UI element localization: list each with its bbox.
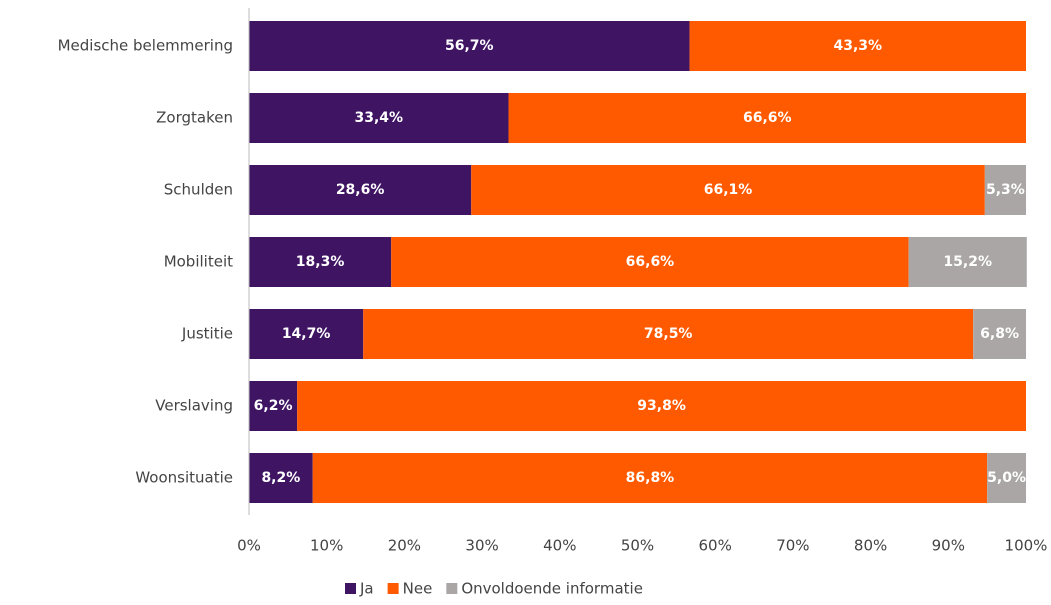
y-tick-label: Medische belemmering — [58, 37, 233, 55]
data-label: 6,8% — [980, 326, 1019, 342]
bar-segment — [391, 237, 909, 287]
x-tick-label: 20% — [388, 537, 421, 555]
y-tick-label: Verslaving — [155, 397, 233, 415]
bar-segment — [249, 165, 472, 215]
x-tick-label: 60% — [699, 537, 732, 555]
data-label: 18,3% — [296, 254, 345, 270]
data-label: 33,4% — [354, 110, 403, 126]
x-tick-label: 0% — [237, 537, 261, 555]
bar-segment — [508, 93, 1026, 143]
x-tick-label: 70% — [776, 537, 809, 555]
legend-swatch — [345, 583, 356, 594]
data-label: 86,8% — [626, 470, 675, 486]
x-tick-label: 100% — [1005, 537, 1048, 555]
bar-segment — [987, 453, 1026, 503]
legend-label: Ja — [359, 580, 374, 598]
y-tick-label: Justitie — [181, 325, 233, 343]
bar-segment — [973, 309, 1026, 359]
bar-segment — [908, 237, 1027, 287]
legend-label: Onvoldoende informatie — [461, 580, 643, 598]
data-label: 15,2% — [943, 254, 992, 270]
x-tick-label: 30% — [465, 537, 498, 555]
bar-segment — [249, 21, 690, 71]
y-tick-label: Mobiliteit — [164, 253, 233, 271]
data-label: 5,0% — [987, 470, 1026, 486]
y-tick-label: Schulden — [164, 181, 233, 199]
bar-segment — [312, 453, 988, 503]
data-label: 66,6% — [626, 254, 675, 270]
legend-swatch — [387, 583, 399, 594]
bar-segment — [297, 381, 1026, 431]
y-tick-label: Zorgtaken — [156, 109, 233, 127]
bar-segment — [363, 309, 974, 359]
bar-segment — [249, 381, 298, 431]
legend-swatch — [446, 583, 458, 594]
data-label: 43,3% — [833, 38, 882, 54]
data-label: 78,5% — [644, 326, 693, 342]
x-tick-label: 10% — [310, 537, 343, 555]
bar-segment — [984, 165, 1026, 215]
bar-segment — [249, 237, 392, 287]
data-label: 66,1% — [704, 182, 753, 198]
y-tick-label: Woonsituatie — [135, 469, 233, 487]
x-tick-label: 40% — [543, 537, 576, 555]
bar-segment — [249, 309, 364, 359]
x-tick-label: 80% — [854, 537, 887, 555]
bar-segment — [249, 453, 313, 503]
data-label: 93,8% — [637, 398, 686, 414]
data-label: 66,6% — [743, 110, 792, 126]
data-label: 5,3% — [986, 182, 1025, 198]
bar-segment — [471, 165, 985, 215]
data-label: 56,7% — [445, 38, 494, 54]
data-label: 14,7% — [282, 326, 331, 342]
bar-segment — [249, 93, 509, 143]
bar-segment — [689, 21, 1026, 71]
data-label: 8,2% — [261, 470, 300, 486]
data-label: 6,2% — [254, 398, 293, 414]
data-label: 28,6% — [336, 182, 385, 198]
legend-label: Nee — [403, 580, 433, 598]
x-tick-label: 50% — [621, 537, 654, 555]
x-tick-label: 90% — [932, 537, 965, 555]
